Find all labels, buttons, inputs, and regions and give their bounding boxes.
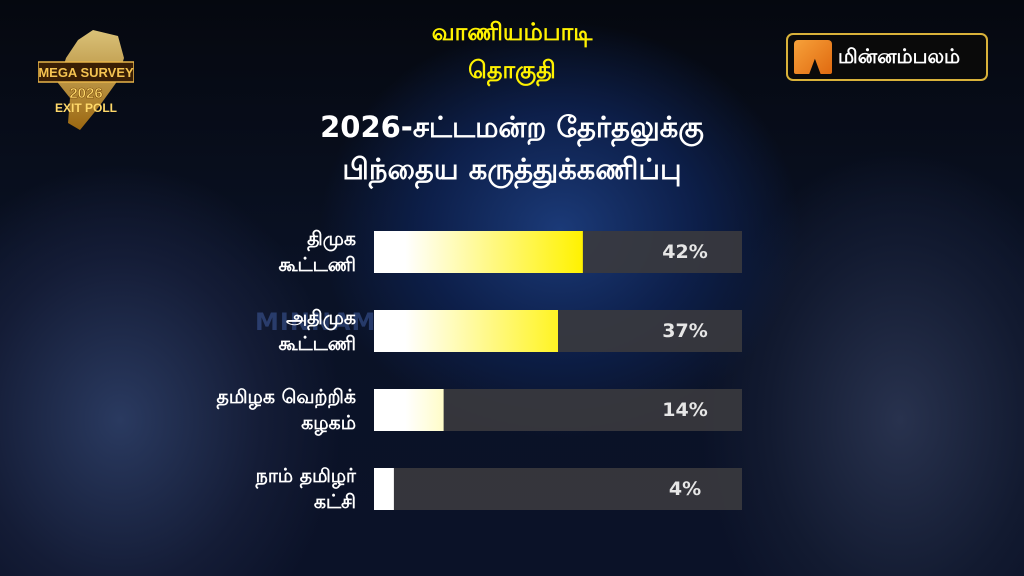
category-label-line: நாம் தமிழர் xyxy=(255,465,356,487)
bar xyxy=(374,468,394,510)
category-label-line: அதிமுக xyxy=(286,307,356,329)
svg-text:EXIT POLL: EXIT POLL xyxy=(55,101,117,115)
category-label: தமிழக வெற்றிக் கழகம் xyxy=(216,384,356,436)
category-label-line: கூட்டணி xyxy=(278,254,356,276)
category-label-line: திமுக xyxy=(307,228,356,250)
mega-survey-logo: MEGA SURVEY 2026 EXIT POLL xyxy=(38,30,134,130)
chart-title-line1: 2026-சட்டமன்ற தேர்தலுக்கு xyxy=(320,110,704,144)
svg-text:2026: 2026 xyxy=(69,85,102,102)
constituency-suffix: தொகுதி xyxy=(468,56,556,84)
bar xyxy=(374,389,444,431)
data-label: 14% xyxy=(662,399,708,421)
bar xyxy=(374,310,558,352)
constituency-name: வாணியம்பாடி xyxy=(431,18,593,46)
category-label-line: கழகம் xyxy=(301,412,356,434)
chart-title-line2: பிந்தைய கருத்துக்கணிப்பு xyxy=(342,152,682,186)
category-label-line: தமிழக வெற்றிக் xyxy=(216,386,356,408)
svg-text:MEGA SURVEY: MEGA SURVEY xyxy=(38,65,134,80)
bar-track xyxy=(374,468,742,510)
category-label: அதிமுக கூட்டணி xyxy=(278,305,356,357)
minnambalam-logo-text: மின்னம்பலம் xyxy=(838,43,961,68)
data-label: 42% xyxy=(662,241,708,263)
category-label-line: கட்சி xyxy=(313,491,356,513)
minnambalam-logo: மின்னம்பலம் xyxy=(786,33,988,81)
data-label: 4% xyxy=(668,478,702,500)
data-label: 37% xyxy=(662,320,708,342)
category-label-line: கூட்டணி xyxy=(278,333,356,355)
category-label: நாம் தமிழர் கட்சி xyxy=(256,463,356,515)
category-label: திமுக கூட்டணி xyxy=(278,226,356,278)
bar xyxy=(374,231,583,273)
